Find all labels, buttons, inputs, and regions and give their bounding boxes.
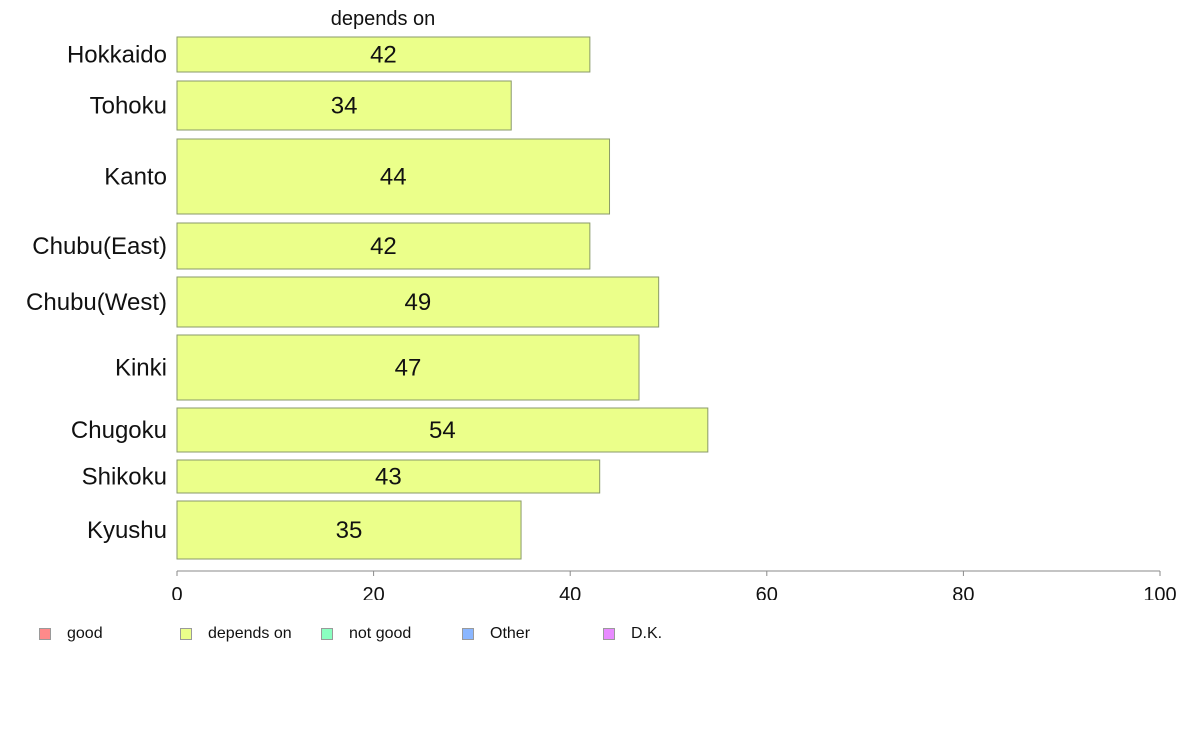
bar-tohoku	[176, 80, 512, 131]
bar-hokkaido	[176, 36, 591, 73]
legend-swatch-good	[39, 628, 51, 640]
category-label-chubu-west: Chubu(West)	[26, 289, 167, 316]
chart-title: depends on	[331, 8, 436, 30]
legend-swatch-dk	[603, 628, 615, 640]
category-label-tohoku: Tohoku	[90, 93, 167, 120]
category-label-shikoku: Shikoku	[82, 464, 167, 491]
legend-label: good	[67, 625, 103, 642]
bar-shikoku	[176, 459, 601, 494]
legend-label: not good	[349, 625, 412, 642]
legend-label: D.K.	[631, 625, 663, 642]
x-tick-label: 80	[952, 584, 974, 600]
bar-value-label: 54	[429, 417, 456, 444]
bar-value-label: 34	[331, 93, 358, 120]
bar-chart: depends on 42 Hokkaido 34 Tohoku 44 Kanto 42 Ch…	[26, 8, 1177, 600]
bar-value-label: 42	[370, 42, 397, 69]
category-label-hokkaido: Hokkaido	[67, 42, 167, 69]
category-label-kinki: Kinki	[115, 355, 167, 382]
category-label-kyushu: Kyushu	[87, 517, 167, 544]
bar-value-label: 42	[370, 233, 397, 260]
x-tick-label: 40	[559, 584, 581, 600]
bar-kanto	[176, 138, 611, 215]
bar-value-label: 35	[336, 517, 363, 544]
legend-swatch-other	[462, 628, 474, 640]
legend-swatch-not-good	[321, 628, 333, 640]
legend-item-depends-on: depends on	[180, 622, 292, 646]
legend-item-other: Other	[462, 622, 530, 646]
bar-chubu-west	[176, 276, 660, 328]
legend-label: Other	[490, 625, 531, 642]
bar-value-label: 47	[395, 355, 422, 382]
legend-item-not-good: not good	[321, 622, 411, 646]
x-tick-label: 100	[1143, 584, 1176, 600]
legend-swatch-depends-on	[180, 628, 192, 640]
category-label-chubu-east: Chubu(East)	[32, 233, 167, 260]
x-tick-label: 60	[756, 584, 778, 600]
x-tick-label: 20	[362, 584, 384, 600]
legend: good depends on not good Other D.K.	[0, 622, 1188, 646]
bars-layer: 42 Hokkaido 34 Tohoku 44 Kanto 42 Chubu(East) 49…	[26, 36, 709, 560]
bar-chugoku	[176, 407, 709, 453]
bar-kyushu	[176, 500, 522, 560]
legend-item-good: good	[39, 622, 103, 646]
x-tick-label: 0	[171, 584, 182, 600]
x-axis: 0 20 40 60 80 100	[171, 570, 1177, 600]
bar-value-label: 44	[380, 164, 407, 191]
category-label-chugoku: Chugoku	[71, 417, 167, 444]
bar-value-label: 49	[404, 289, 431, 316]
legend-item-dk: D.K.	[603, 622, 662, 646]
bar-chubu-east	[176, 222, 591, 270]
bar-kinki	[176, 334, 640, 401]
category-label-kanto: Kanto	[104, 164, 167, 191]
bar-value-label: 43	[375, 464, 402, 491]
legend-label: depends on	[208, 625, 292, 642]
